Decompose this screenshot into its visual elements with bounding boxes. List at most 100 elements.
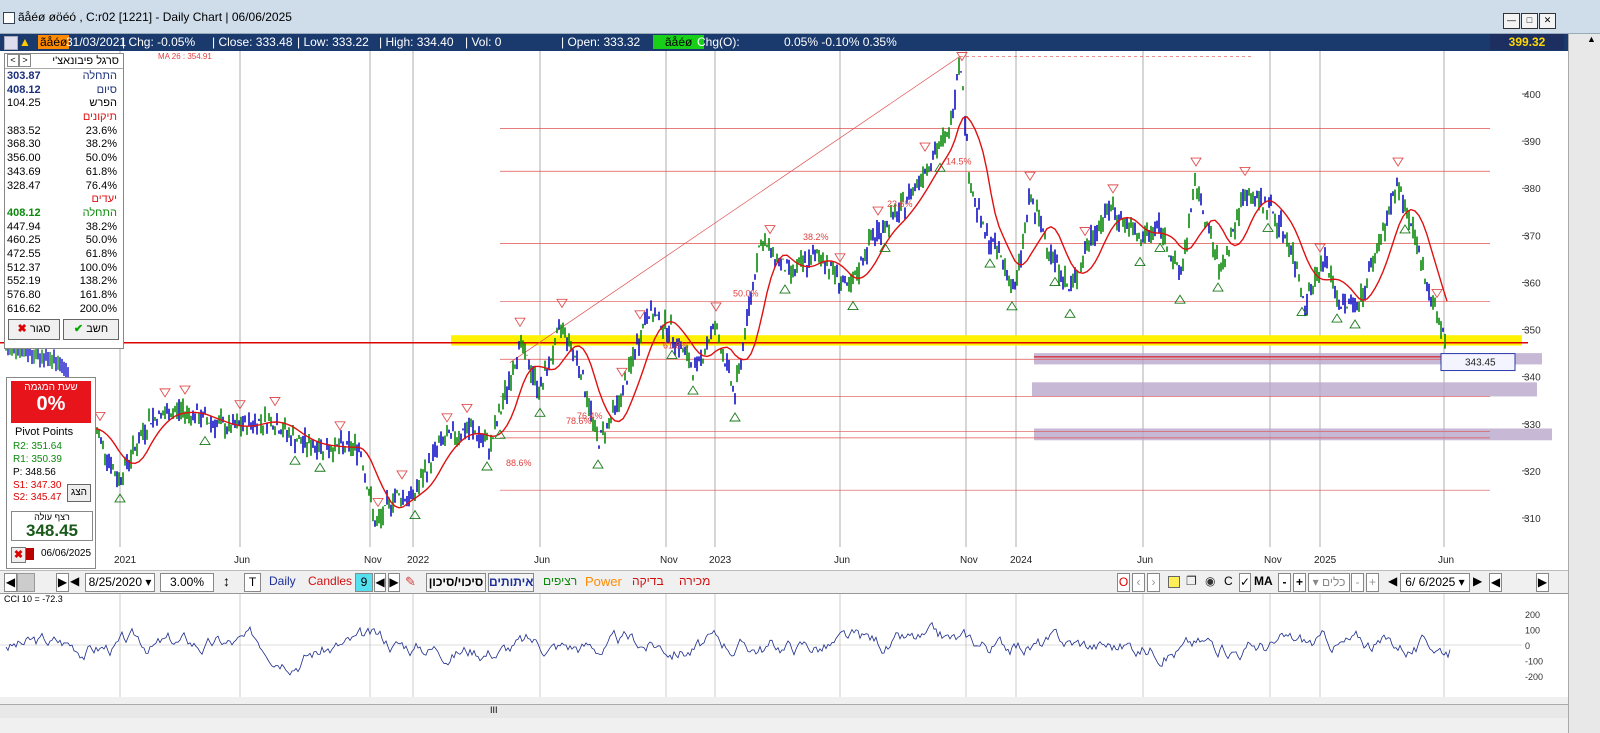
chart-type-candles[interactable]: Candles xyxy=(308,574,353,588)
fib-calc-button[interactable]: ✔ חשב xyxy=(63,319,119,340)
x-tick-label: Jun xyxy=(1137,555,1153,566)
fib-row: 512.37 100.0% xyxy=(5,261,123,275)
fib-percent-label: 38.2% xyxy=(803,232,829,242)
tab-sell[interactable]: מכירה xyxy=(679,574,711,588)
pivot-show-button[interactable]: הצג xyxy=(67,484,91,502)
tab-continuous[interactable]: רציפים xyxy=(543,574,578,588)
scroll-grip-label: III xyxy=(490,705,498,715)
x-tick-label: 2023 xyxy=(709,555,732,566)
ma-minus-button[interactable]: - xyxy=(1278,573,1291,592)
eraser-icon[interactable]: ✎ xyxy=(405,574,416,589)
tab-test[interactable]: בדיקה xyxy=(632,574,664,588)
tab-power[interactable]: Power xyxy=(585,574,622,589)
swing-low-marker xyxy=(1174,294,1186,304)
fib-label: התחלה xyxy=(82,70,117,82)
period-daily[interactable]: Daily xyxy=(269,574,296,588)
end-date-select[interactable]: 6/ 6/2025 ▾ xyxy=(1400,573,1470,592)
signals-button[interactable]: איתותים xyxy=(488,573,534,592)
fib-label: 100.0% xyxy=(79,261,117,274)
scroll-right-button[interactable]: ▶ xyxy=(56,573,69,592)
price-chart[interactable]: 400 390 380 370 360 350 340 330 320 310 2021 Jun Nov… xyxy=(0,51,1568,582)
c-label[interactable]: C xyxy=(1224,574,1233,588)
horizontal-scrollbar[interactable]: III xyxy=(0,704,1568,719)
scroll2-left[interactable]: ◀ xyxy=(1489,573,1502,592)
tools-select[interactable]: ▾ כלים xyxy=(1308,573,1350,592)
scroll2-right[interactable]: ▶ xyxy=(1536,573,1549,592)
window-title: ãåéø øöéó , C:r02 [1221] - Daily Chart |… xyxy=(18,10,292,24)
status-strip xyxy=(0,718,1568,733)
fib-forward-button[interactable]: > xyxy=(19,54,31,67)
price-chart-svg[interactable]: 400 390 380 370 360 350 340 330 320 310 2021 Jun Nov… xyxy=(0,51,1568,570)
price-tag-label: 343.45 xyxy=(1465,357,1496,368)
swing-low-marker xyxy=(1331,313,1343,323)
swing-high-marker xyxy=(872,206,884,216)
swing-low-marker xyxy=(934,162,946,172)
fib-back-button[interactable]: < xyxy=(7,54,19,67)
nav-next-button[interactable]: › xyxy=(1147,573,1160,592)
fib-calc-label: חשב xyxy=(86,323,109,335)
fib-close-button[interactable]: ✖ סגור xyxy=(8,319,60,340)
o-button[interactable]: O xyxy=(1117,573,1130,592)
candles-up[interactable]: ▶ xyxy=(388,573,400,592)
moving-average-line xyxy=(94,115,1448,509)
swing-low-marker xyxy=(1296,306,1308,316)
swing-low-marker xyxy=(494,429,506,439)
vertical-scrollbar[interactable]: ▲ xyxy=(1568,34,1600,733)
check-icon: ✔ xyxy=(73,323,84,335)
text-tool-button[interactable]: T xyxy=(244,573,261,592)
symbol-tag: ãåéø xyxy=(38,35,70,49)
nav-prev-button[interactable]: ‹ xyxy=(1132,573,1145,592)
vertical-resize-icon[interactable]: ↕ xyxy=(223,573,230,589)
x-tick-label: Jun xyxy=(534,555,550,566)
ma-label[interactable]: MA xyxy=(1254,574,1273,588)
color-swatch-icon[interactable] xyxy=(1168,576,1180,588)
scroll-left-button[interactable]: ◀ xyxy=(4,573,17,592)
quote-close: | Close: 333.48 xyxy=(212,35,293,49)
copy-icon[interactable]: ❐ xyxy=(1186,574,1197,588)
warning-icon: ▲ xyxy=(19,35,31,49)
percent-field[interactable]: 3.00% xyxy=(160,573,214,592)
swing-high-marker xyxy=(1079,227,1091,237)
tools-plus[interactable]: + xyxy=(1366,573,1379,592)
quote-low: | Low: 333.22 xyxy=(297,35,369,49)
ma-checkbox[interactable]: ✓ xyxy=(1239,573,1251,592)
swing-low-marker xyxy=(1399,224,1411,234)
fib-row: יעדים xyxy=(5,192,123,206)
close-button[interactable]: ✕ xyxy=(1539,13,1556,29)
binoculars-icon[interactable]: ◉ xyxy=(1205,574,1216,588)
swing-low-marker xyxy=(1212,282,1224,292)
scroll-grip[interactable] xyxy=(17,573,35,592)
end-date-prev[interactable]: ◀ xyxy=(1388,574,1398,588)
chgo-label: Chg(O): xyxy=(697,35,740,49)
y-tick-label: 370 xyxy=(1524,231,1541,242)
candles-down[interactable]: ◀ xyxy=(374,573,386,592)
start-date-select[interactable]: 8/25/2020 ▾ xyxy=(85,573,155,592)
minimize-button[interactable]: — xyxy=(1503,13,1520,29)
osc-tick-label: -200 xyxy=(1525,672,1543,682)
swing-high-marker xyxy=(764,225,776,235)
quote-date: 31/03/2021 xyxy=(66,35,127,49)
fib-value: 460.25 xyxy=(7,234,41,247)
risk-reward-button[interactable]: סיכוי/סיכון xyxy=(426,573,486,592)
pivot-s1: S1: 347.30 xyxy=(13,480,62,491)
fib-label: 200.0% xyxy=(79,302,117,315)
candles-number[interactable]: 9 xyxy=(355,573,373,592)
swing-low-marker xyxy=(1349,319,1361,329)
streak-value: 348.45 xyxy=(26,521,78,540)
x-tick-label: 2021 xyxy=(114,555,137,566)
quote-chg: | Chg: -0.05% xyxy=(122,35,196,49)
maximize-button[interactable]: □ xyxy=(1521,13,1538,29)
end-date-next[interactable]: ▶ xyxy=(1473,574,1483,588)
quote-high: | High: 334.40 xyxy=(379,35,454,49)
cci-oscillator-pane[interactable]: 200 100 0 -100 -200 CCI 10 = -72.3 xyxy=(0,593,1568,697)
swing-high-marker xyxy=(1239,166,1251,177)
fib-row: 104.25 הפרש xyxy=(5,96,123,110)
fib-row: תיקונים xyxy=(5,110,123,124)
start-date-prev[interactable]: ◀ xyxy=(70,574,80,588)
tools-minus[interactable]: - xyxy=(1351,573,1364,592)
ma-plus-button[interactable]: + xyxy=(1293,573,1306,592)
pivot-close-icon[interactable]: ✖ xyxy=(11,547,26,563)
y-tick-label: 310 xyxy=(1524,514,1541,525)
vscroll-up[interactable]: ▲ xyxy=(1587,34,1596,44)
checkbox-icon[interactable] xyxy=(4,36,18,50)
